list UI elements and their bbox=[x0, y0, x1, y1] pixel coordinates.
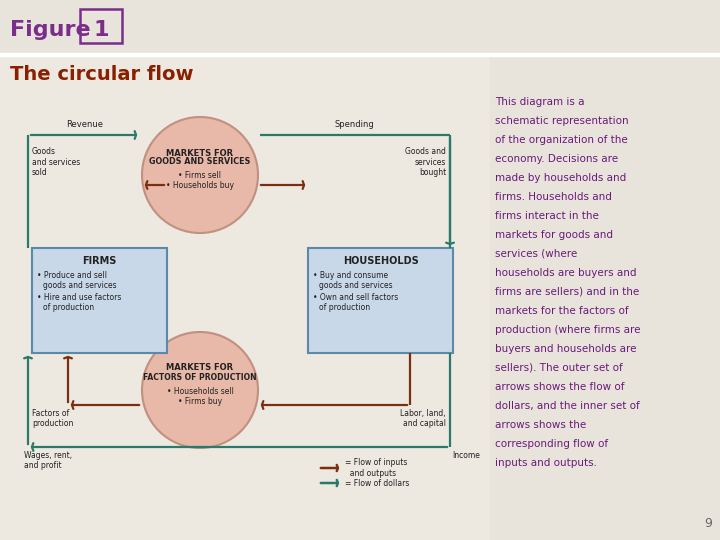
Text: firms interact in the: firms interact in the bbox=[495, 211, 599, 221]
Text: This diagram is a: This diagram is a bbox=[495, 97, 585, 107]
Text: schematic representation: schematic representation bbox=[495, 116, 629, 126]
Text: Factors of
production: Factors of production bbox=[32, 409, 73, 428]
Text: markets for goods and: markets for goods and bbox=[495, 230, 613, 240]
Text: • Buy and consume: • Buy and consume bbox=[313, 272, 388, 280]
Text: arrows shows the: arrows shows the bbox=[495, 420, 586, 430]
Text: Spending: Spending bbox=[334, 120, 374, 129]
Text: Wages, rent,
and profit: Wages, rent, and profit bbox=[24, 451, 72, 470]
Text: • Households sell: • Households sell bbox=[166, 387, 233, 395]
Circle shape bbox=[142, 332, 258, 448]
Text: firms. Households and: firms. Households and bbox=[495, 192, 612, 202]
Text: households are buyers and: households are buyers and bbox=[495, 268, 636, 278]
Text: GOODS AND SERVICES: GOODS AND SERVICES bbox=[149, 158, 251, 166]
Text: 9: 9 bbox=[704, 517, 712, 530]
Text: arrows shows the flow of: arrows shows the flow of bbox=[495, 382, 624, 392]
Text: • Own and sell factors: • Own and sell factors bbox=[313, 294, 398, 302]
Text: goods and services: goods and services bbox=[43, 281, 117, 291]
Text: buyers and households are: buyers and households are bbox=[495, 344, 636, 354]
Text: • Firms sell: • Firms sell bbox=[179, 172, 222, 180]
Text: Figure: Figure bbox=[10, 20, 91, 40]
Text: MARKETS FOR: MARKETS FOR bbox=[166, 148, 233, 158]
Circle shape bbox=[142, 117, 258, 233]
Text: The circular flow: The circular flow bbox=[10, 64, 194, 84]
Text: HOUSEHOLDS: HOUSEHOLDS bbox=[343, 256, 418, 266]
Text: of production: of production bbox=[319, 303, 370, 313]
Text: MARKETS FOR: MARKETS FOR bbox=[166, 363, 233, 373]
Text: corresponding flow of: corresponding flow of bbox=[495, 439, 608, 449]
Text: Income: Income bbox=[452, 451, 480, 460]
Bar bbox=[32, 248, 167, 353]
Text: • Hire and use factors: • Hire and use factors bbox=[37, 294, 122, 302]
Bar bbox=[308, 248, 453, 353]
Text: sellers). The outer set of: sellers). The outer set of bbox=[495, 363, 623, 373]
Text: production (where firms are: production (where firms are bbox=[495, 325, 641, 335]
Text: inputs and outputs.: inputs and outputs. bbox=[495, 458, 597, 468]
Bar bbox=[80, 9, 122, 43]
Text: Revenue: Revenue bbox=[66, 120, 104, 129]
Text: • Produce and sell: • Produce and sell bbox=[37, 272, 107, 280]
Text: made by households and: made by households and bbox=[495, 173, 626, 183]
Text: economy. Decisions are: economy. Decisions are bbox=[495, 154, 618, 164]
Text: of production: of production bbox=[43, 303, 94, 313]
Text: FIRMS: FIRMS bbox=[82, 256, 117, 266]
Text: = Flow of inputs
  and outputs: = Flow of inputs and outputs bbox=[345, 458, 408, 478]
Text: • Firms buy: • Firms buy bbox=[178, 396, 222, 406]
Text: Goods and
services
bought: Goods and services bought bbox=[405, 147, 446, 177]
Text: FACTORS OF PRODUCTION: FACTORS OF PRODUCTION bbox=[143, 373, 257, 381]
Text: • Households buy: • Households buy bbox=[166, 181, 234, 191]
Text: markets for the factors of: markets for the factors of bbox=[495, 306, 629, 316]
Bar bbox=[0, 55, 720, 540]
Bar bbox=[490, 55, 720, 540]
Text: 1: 1 bbox=[94, 20, 109, 40]
Text: of the organization of the: of the organization of the bbox=[495, 135, 628, 145]
Text: services (where: services (where bbox=[495, 249, 577, 259]
Text: Labor, land,
and capital: Labor, land, and capital bbox=[400, 409, 446, 428]
Bar bbox=[0, 53, 720, 56]
Text: goods and services: goods and services bbox=[319, 281, 392, 291]
Bar bbox=[0, 0, 720, 55]
Text: dollars, and the inner set of: dollars, and the inner set of bbox=[495, 401, 640, 411]
Text: = Flow of dollars: = Flow of dollars bbox=[345, 478, 410, 488]
Text: Goods
and services
sold: Goods and services sold bbox=[32, 147, 80, 177]
Text: firms are sellers) and in the: firms are sellers) and in the bbox=[495, 287, 639, 297]
